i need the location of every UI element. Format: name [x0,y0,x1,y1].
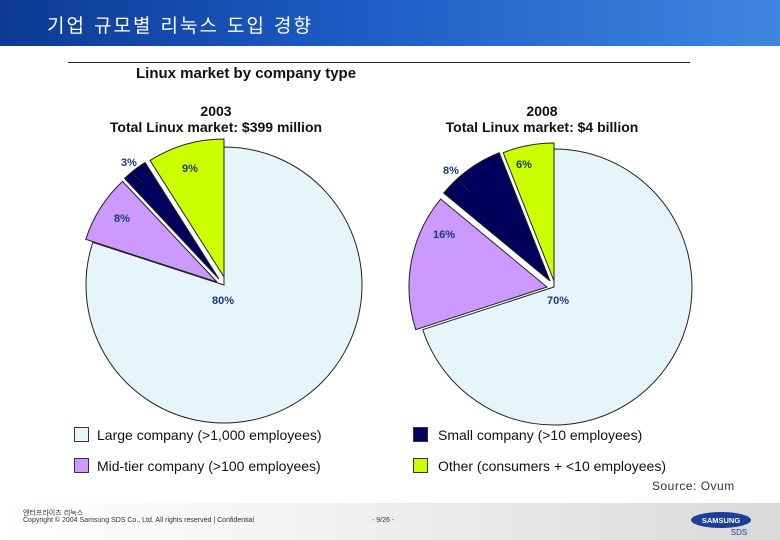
slice-label-2003-other: 9% [182,163,198,175]
pie-year-2003: 2003 [200,103,231,119]
pie-chart-2008: 2008 Total Linux market: $4 billion 70% 1… [408,103,693,426]
pie-year-2008: 2008 [526,103,557,119]
pie-slice-2008-small [442,152,551,282]
slice-label-2008-large: 70% [547,295,569,307]
legend-swatch-other [413,458,428,473]
slice-label-2008-other: 6% [516,159,532,171]
pie-subtitle-2003: Total Linux market: $399 million [110,119,322,135]
pie-slice-2008-mid [408,198,549,331]
chart-heading: Linux market by company type [136,65,357,82]
title-bar: 기업 규모별 리눅스 도입 경향 [0,0,780,46]
samsung-logo: SAMSUNG SDS [691,512,751,537]
logo-sub: SDS [731,528,747,537]
heading-rule [68,62,690,63]
pie-subtitle-2008: Total Linux market: $4 billion [446,119,639,135]
slice-label-2003-large: 80% [212,295,234,307]
footer: 엔터프라이즈 리눅스 Copyright © 2004 Samsung SDS … [0,503,780,540]
slice-label-2008-small: 8% [443,165,459,177]
legend-swatch-small [413,427,428,442]
slice-label-2008-mid: 16% [433,229,455,241]
page-title: 기업 규모별 리눅스 도입 경향 [47,15,313,37]
legend-swatch-large [74,427,89,442]
slice-label-2003-mid: 8% [114,213,130,225]
pie-slice-2003-mid [85,180,218,283]
legend-label-large: Large company (>1,000 employees) [97,427,322,443]
footer-product: 엔터프라이즈 리눅스 [23,509,84,517]
pie-slice-2003-small [123,161,220,280]
source-note: Source: Ovum [652,479,735,493]
pie-slice-2008-large [422,148,693,426]
pie-slice-2003-large [85,146,363,424]
legend-label-small: Small company (>10 employees) [438,427,643,443]
leader-line-2008-small [457,179,471,193]
pie-slice-2003-other [149,138,225,279]
logo-text: SAMSUNG [702,516,741,525]
leader-line-2003-small [132,173,144,184]
footer-page-number: - 9/26 - [372,517,395,524]
legend-label-other: Other (consumers + <10 employees) [438,458,666,474]
pie-slice-2008-other [502,142,555,282]
legend-label-mid: Mid-tier company (>100 employees) [97,458,321,474]
slice-label-2003-small: 3% [121,157,137,169]
legend-swatch-mid [74,458,89,473]
pie-chart-2003: 2003 Total Linux market: $399 million 80… [85,103,363,424]
footer-copyright: Copyright © 2004 Samsung SDS Co., Ltd. A… [23,517,255,524]
